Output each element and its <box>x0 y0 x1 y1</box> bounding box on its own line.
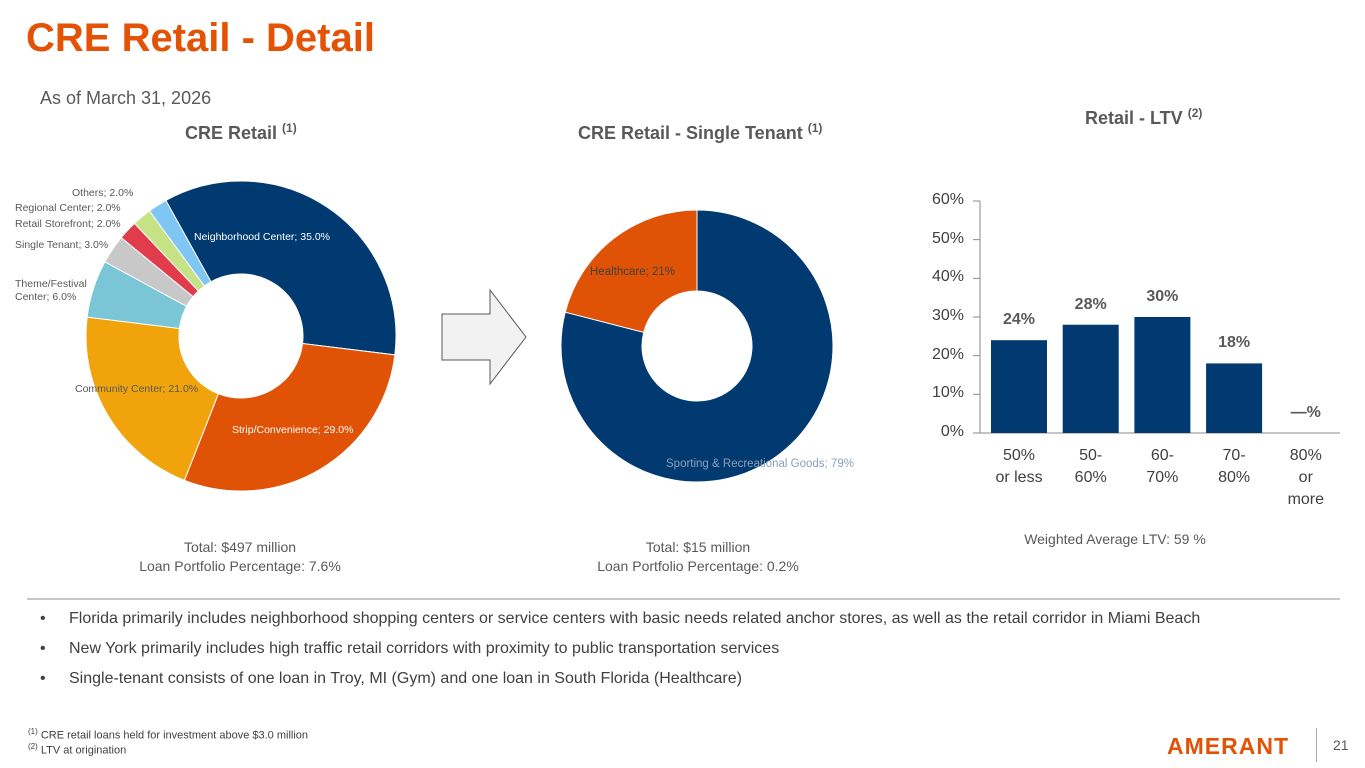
bar <box>1206 363 1263 433</box>
x-tick-label: 50- 60% <box>1074 447 1107 486</box>
bar <box>1062 324 1119 433</box>
x-tick-label: 80% or more <box>1287 447 1325 508</box>
bar-data-label: 18% <box>1218 334 1251 352</box>
slice-label: Others; 2.0% <box>72 187 134 199</box>
divider <box>27 598 1340 600</box>
slice-label: Community Center; 21.0% <box>75 383 199 395</box>
slice-label: Theme/Festival Center; 6.0% <box>15 278 87 303</box>
chart2-title: CRE Retail - Single Tenant (1) <box>578 121 823 143</box>
y-tick-label: 10% <box>931 384 964 402</box>
x-tick-label: 70- 80% <box>1218 447 1251 486</box>
x-tick-label: 60- 70% <box>1146 447 1179 486</box>
pie-slice-community-center <box>85 316 220 481</box>
bar <box>991 340 1047 433</box>
y-tick-label: 50% <box>931 229 964 247</box>
pie-slice-strip-convenience <box>183 342 396 492</box>
bullet-list: • Florida primarily includes neighborhood… <box>40 610 1200 700</box>
y-tick-label: 30% <box>931 307 964 324</box>
slice-label: Retail Storefront; 2.0% <box>15 218 121 230</box>
slice-label: Single Tenant; 3.0% <box>15 239 109 251</box>
pie-slice-healthcare <box>564 209 698 333</box>
chart1-title: CRE Retail (1) <box>185 121 297 143</box>
slice-label: Sporting & Recreational Goods; 79% <box>666 458 854 470</box>
y-tick-label: 0% <box>940 423 964 440</box>
pie-chart-cre-retail <box>85 180 397 492</box>
ltv-note: Weighted Average LTV: 59 % <box>1024 531 1206 547</box>
as-of-date: As of March 31, 2026 <box>40 88 212 108</box>
bar-data-label: 30% <box>1146 288 1179 305</box>
chart1-total: Total: $497 million Loan Portfolio Percen… <box>139 539 341 574</box>
chart2-total: Total: $15 million Loan Portfolio Percent… <box>597 539 799 574</box>
bar-data-label: 28% <box>1074 295 1107 313</box>
y-tick-label: 20% <box>931 345 964 363</box>
page-title: CRE Retail - Detail <box>26 16 375 60</box>
charts-canvas <box>85 180 1340 492</box>
pie-slice-neighborhood-center <box>165 180 397 356</box>
x-tick-label: 50% or less <box>995 447 1043 486</box>
chart3-title: Retail - LTV (2) <box>1085 106 1203 128</box>
page-number: 21 <box>1333 737 1349 753</box>
amerant-logo: AMERANT <box>1167 733 1289 759</box>
footnote: (2) LTV at origination <box>28 742 127 757</box>
bullet-item: • Single-tenant consists of one loan in T… <box>40 670 742 687</box>
bar-data-label: 24% <box>1002 311 1036 329</box>
pie-slice-others <box>148 199 212 287</box>
bar-chart-ltv <box>973 200 1340 434</box>
y-tick-label: 40% <box>931 268 964 286</box>
footnote: (1) CRE retail loans held for investment… <box>28 727 309 742</box>
slice-label: Neighborhood Center; 35.0% <box>194 231 331 243</box>
bar-data-label: —% <box>1290 404 1321 421</box>
bullet-item: • Florida primarily includes neighborhood… <box>40 610 1201 627</box>
slice-label: Strip/Convenience; 29.0% <box>232 424 354 436</box>
bar <box>1134 317 1191 433</box>
arrow-icon <box>441 288 527 386</box>
logo-divider <box>1316 728 1317 762</box>
slice-label: Healthcare; 21% <box>590 266 676 278</box>
pie-slice-sporting-recreational-goods <box>560 209 834 483</box>
y-tick-label: 60% <box>931 191 964 208</box>
pie-chart-single-tenant <box>560 209 834 483</box>
slice-label: Regional Center; 2.0% <box>15 202 121 214</box>
bullet-item: • New York primarily includes high traffi… <box>40 640 780 657</box>
